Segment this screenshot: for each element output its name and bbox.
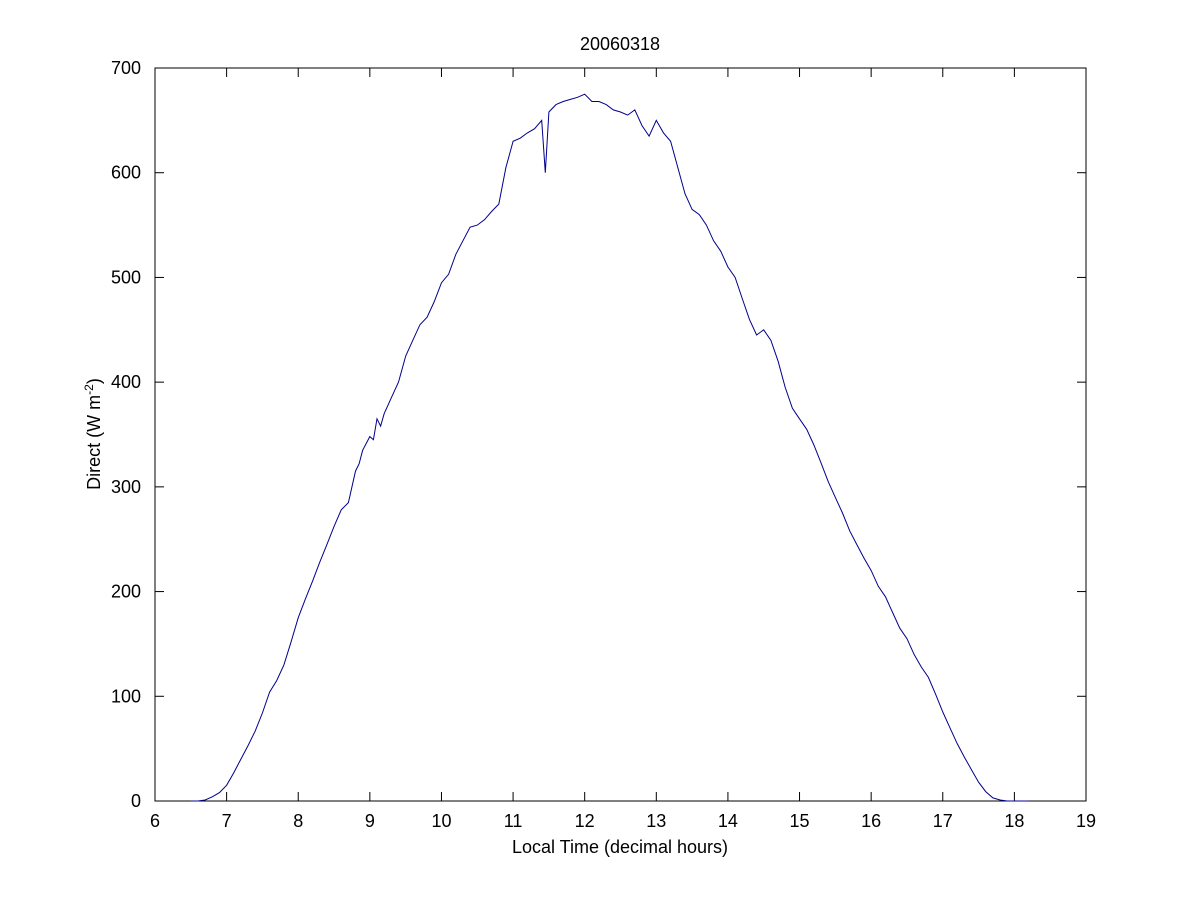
x-tick-label: 13 bbox=[646, 811, 666, 831]
plot-area bbox=[154, 67, 1087, 802]
x-tick-label: 11 bbox=[504, 811, 523, 831]
x-tick-label: 12 bbox=[575, 811, 595, 831]
x-tick-label: 18 bbox=[1004, 811, 1024, 831]
y-axis-label-superscript: -2 bbox=[82, 384, 96, 395]
y-axis-label-main: Direct (W m bbox=[84, 395, 104, 490]
x-axis-ticks: 6 7 8 9 10 11 12 13 14 15 16 17 18 19 bbox=[150, 68, 1096, 831]
y-tick-label: 200 bbox=[111, 582, 141, 602]
y-axis-label: Direct (W m-2) bbox=[82, 378, 104, 490]
y-tick-label: 700 bbox=[111, 58, 141, 78]
y-tick-label: 600 bbox=[111, 163, 141, 183]
x-tick-label: 16 bbox=[861, 811, 881, 831]
chart-title: 20060318 bbox=[580, 34, 660, 54]
x-tick-label: 17 bbox=[933, 811, 953, 831]
y-axis-ticks: 0 100 200 300 400 500 600 700 bbox=[111, 58, 1086, 811]
x-tick-label: 7 bbox=[222, 811, 232, 831]
y-tick-label: 0 bbox=[131, 791, 141, 811]
x-tick-label: 15 bbox=[790, 811, 810, 831]
x-tick-label: 9 bbox=[365, 811, 375, 831]
y-axis-label-close: ) bbox=[84, 378, 104, 384]
x-axis-label: Local Time (decimal hours) bbox=[512, 837, 728, 857]
y-tick-label: 100 bbox=[111, 686, 141, 706]
x-tick-label: 19 bbox=[1076, 811, 1096, 831]
y-tick-label: 500 bbox=[111, 267, 141, 287]
series-line bbox=[190, 93, 1029, 802]
y-tick-label: 300 bbox=[111, 477, 141, 497]
x-tick-label: 14 bbox=[718, 811, 738, 831]
x-tick-label: 8 bbox=[293, 811, 303, 831]
x-tick-label: 10 bbox=[431, 811, 451, 831]
y-tick-label: 400 bbox=[111, 372, 141, 392]
x-tick-label: 6 bbox=[150, 811, 160, 831]
